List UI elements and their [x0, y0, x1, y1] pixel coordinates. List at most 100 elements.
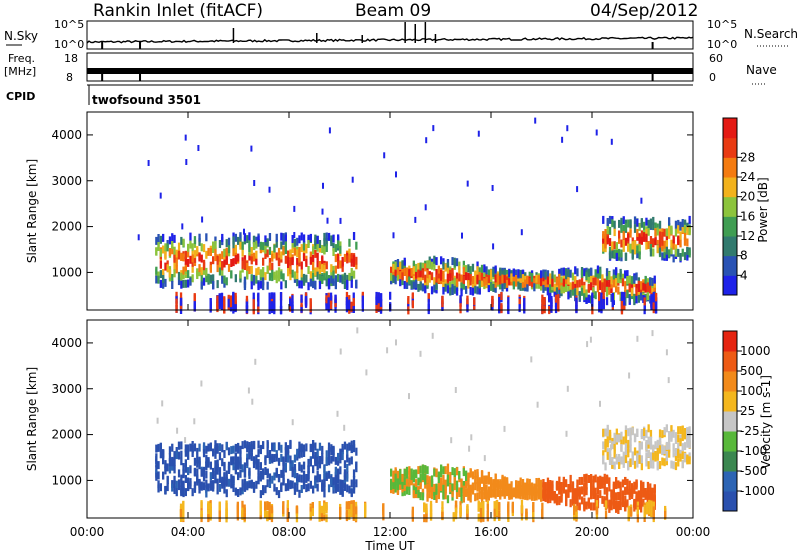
heatmap-cell [305, 474, 308, 482]
heatmap-cell [341, 276, 344, 285]
heatmap-cell [649, 277, 652, 286]
heatmap-cell [341, 258, 344, 267]
heatmap-cell [205, 470, 208, 479]
heatmap-cell [348, 272, 351, 281]
heatmap-cell [615, 267, 618, 276]
heatmap-cell [223, 463, 226, 472]
heatmap-cell [535, 492, 538, 501]
heatmap-cell [259, 462, 262, 471]
heatmap-cell [645, 241, 648, 250]
heatmap-cell [243, 483, 247, 492]
heatmap-cell [230, 270, 233, 279]
heatmap-cell [394, 467, 397, 476]
heatmap-cell [553, 288, 556, 297]
heatmap-cell [323, 512, 326, 521]
heatmap-cell [542, 284, 545, 293]
heatmap-cell [654, 441, 657, 450]
heatmap-cell [674, 462, 678, 471]
heatmap-cell [626, 270, 629, 279]
heatmap-cell [264, 485, 267, 494]
heatmap-cell [225, 239, 228, 248]
heatmap-cell [202, 466, 206, 475]
heatmap-cell [216, 264, 219, 273]
heatmap-cell [620, 300, 624, 309]
heatmap-cell [205, 462, 208, 470]
heatmap-cell [270, 305, 274, 314]
heatmap-cell [164, 466, 167, 475]
heatmap-cell [277, 457, 281, 466]
heatmap-cell [428, 260, 431, 269]
heatmap-cell [467, 492, 470, 500]
heatmap-cell [663, 458, 666, 467]
heatmap-cell [453, 285, 456, 294]
heatmap-cell [571, 482, 575, 491]
heatmap-cell [608, 215, 612, 224]
heatmap-cell [259, 280, 262, 289]
heatmap-cell [553, 274, 556, 283]
heatmap-cell [325, 473, 328, 481]
heatmap-cell [284, 442, 287, 451]
heatmap-cell [490, 482, 493, 491]
colorbar-frame [722, 117, 738, 296]
heatmap-cell [246, 457, 249, 466]
heatmap-cell [187, 477, 190, 486]
heatmap-cell [184, 437, 187, 444]
heatmap-cell [615, 278, 618, 287]
heatmap-cell [241, 260, 244, 269]
heatmap-cell [469, 468, 472, 477]
heatmap-cell [166, 243, 169, 252]
heatmap-cell [627, 505, 630, 514]
heatmap-cell [656, 245, 659, 254]
heatmap-cell [483, 269, 486, 277]
heatmap-cell [179, 292, 183, 301]
heatmap-cell [296, 237, 299, 246]
heatmap-cell [585, 481, 588, 490]
heatmap-cell [379, 293, 383, 302]
heatmap-cell [648, 506, 651, 515]
heatmap-cell [318, 474, 322, 483]
heatmap-cell [613, 249, 616, 258]
heatmap-cell [216, 443, 219, 452]
heatmap-cell [312, 246, 315, 255]
heatmap-cell [284, 241, 287, 250]
heatmap-cell [193, 467, 197, 476]
heatmap-cell [193, 293, 196, 302]
heatmap-cell [424, 465, 427, 474]
heatmap-cell [515, 484, 518, 493]
heatmap-cell [591, 298, 594, 307]
heatmap-cell [410, 477, 413, 486]
heatmap-cell [604, 229, 607, 237]
heatmap-cell [355, 256, 358, 265]
heatmap-cell [677, 442, 680, 451]
heatmap-cell [207, 509, 210, 518]
heatmap-cell [471, 276, 475, 284]
heatmap-cell [688, 249, 691, 258]
heatmap-cell [196, 271, 199, 279]
heatmap-cell [325, 244, 328, 252]
heatmap-cell [523, 297, 526, 306]
heatmap-cell [636, 250, 639, 259]
heatmap-cell [610, 138, 613, 145]
heatmap-cell [287, 250, 290, 259]
heatmap-cell [519, 269, 522, 278]
heatmap-cell [596, 486, 600, 495]
heatmap-cell [348, 457, 351, 466]
heatmap-cell [284, 447, 287, 456]
heatmap-cell [460, 283, 463, 292]
heatmap-cell [216, 459, 219, 468]
heatmap-cell [528, 491, 531, 500]
heatmap-cell [437, 265, 440, 274]
heatmap-cell [191, 243, 194, 252]
heatmap-cell [252, 484, 256, 493]
heatmap-cell [492, 268, 495, 277]
heatmap-cell [541, 509, 544, 518]
heatmap-cell [688, 426, 691, 435]
heatmap-cell [180, 485, 183, 494]
heatmap-cell [282, 506, 285, 515]
heatmap-cell [427, 298, 430, 307]
heatmap-cell [429, 509, 433, 518]
heatmap-cell [633, 240, 637, 248]
heatmap-cell [295, 505, 299, 514]
heatmap-cell [227, 245, 231, 254]
heatmap-cell [314, 280, 317, 289]
